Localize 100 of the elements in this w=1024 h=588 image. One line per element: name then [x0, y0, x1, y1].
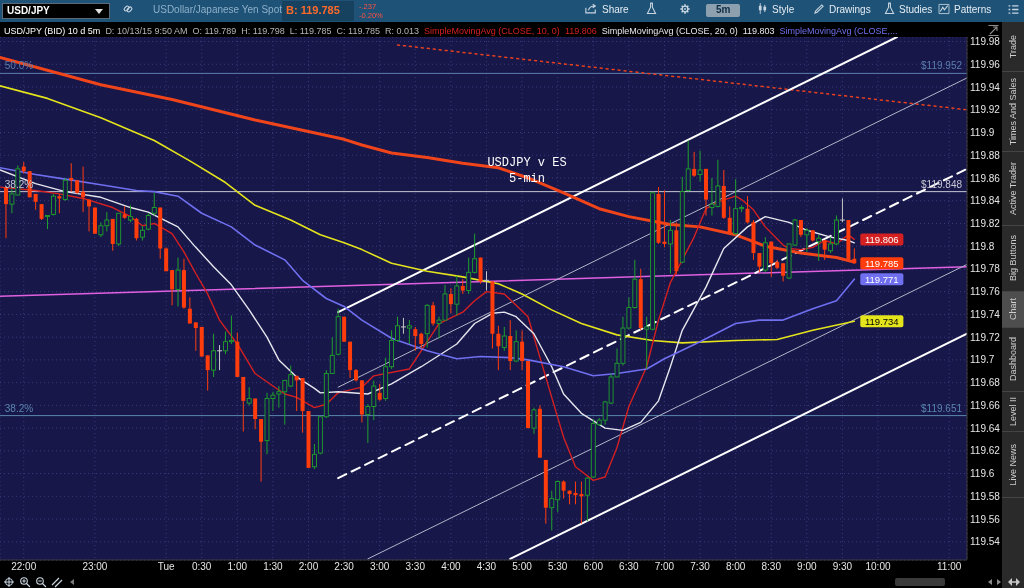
chart-title: USD/JPY (BID) 10 d 5m: [4, 25, 101, 37]
y-tick-label: 119.86: [970, 172, 1001, 184]
candlestick: [187, 296, 192, 325]
x-tick-label: 1:00: [227, 561, 248, 573]
text: C: 119.785: [336, 25, 380, 37]
y-tick-label: 119.76: [970, 286, 1001, 298]
candlestick: [483, 270, 490, 292]
annotation: 119.785: [865, 257, 899, 269]
ref-line-label: $119.952: [921, 60, 963, 72]
text: 5m: [716, 4, 731, 16]
x-tick-label: 23:00: [82, 561, 108, 573]
candlestick: [531, 407, 537, 435]
x-tick-label: 6:30: [619, 561, 640, 573]
y-tick-label: 119.78: [970, 263, 1001, 275]
text: Studies: [899, 4, 933, 16]
candlestick: [431, 301, 436, 327]
candlestick: [513, 329, 519, 363]
text: Big Buttons: [1008, 235, 1018, 282]
text: SimpleMovingAvg (CLOSE, 10, 0): [423, 25, 560, 37]
candlestick: [697, 150, 703, 182]
candlestick: [50, 193, 56, 216]
text: Dashboard: [1008, 337, 1018, 382]
y-tick-label: 119.82: [970, 218, 1001, 230]
candlestick: [134, 217, 139, 242]
y-tick-label: 119.88: [970, 149, 1001, 161]
y-tick-label: 119.6: [970, 468, 995, 480]
text: USD/JPY: [7, 5, 50, 17]
text: 119.806: [564, 25, 597, 37]
candlestick: [727, 205, 732, 236]
text: USDollar/Japanese Yen Spot: [153, 4, 282, 16]
x-tick-label: 8:30: [761, 561, 782, 573]
x-tick-label: 3:00: [369, 561, 390, 573]
text: Level II: [1008, 396, 1018, 427]
y-tick-label: 119.54: [970, 536, 1001, 548]
x-tick-label: 11:00: [937, 561, 962, 573]
text: D: 10/13/15 9:50 AM: [105, 25, 188, 37]
y-tick-label: 119.72: [970, 331, 1001, 343]
candlestick: [769, 241, 774, 278]
candlestick: [205, 354, 210, 392]
y-tick-label: 119.9: [970, 127, 995, 139]
text: L: 119.785: [289, 25, 332, 37]
x-tick-label: 7:30: [690, 561, 711, 573]
text: Share: [602, 4, 629, 16]
y-tick-label: 119.58: [970, 490, 1001, 502]
candlestick: [151, 192, 157, 216]
x-tick-label: 4:00: [441, 561, 462, 573]
candlestick: [839, 197, 846, 223]
y-tick-label: 119.62: [970, 445, 1001, 457]
candlestick: [175, 257, 181, 307]
y-tick-label: 119.56: [970, 513, 1001, 525]
y-tick-label: 119.94: [970, 81, 1001, 93]
ref-line-label: $119.651: [921, 402, 963, 414]
x-tick-label: 22:00: [11, 561, 37, 573]
y-tick-label: 119.64: [970, 422, 1001, 434]
y-tick-label: 119.7: [970, 354, 995, 366]
text: Live News: [1008, 443, 1018, 486]
candlestick: [406, 319, 412, 345]
text: B: 119.785: [286, 4, 340, 16]
x-tick-label: 6:00: [583, 561, 604, 573]
candlestick: [501, 326, 507, 352]
candlestick: [496, 325, 501, 371]
y-tick-label: 119.68: [970, 377, 1001, 389]
annotation: 119.734: [865, 315, 899, 327]
x-tick-label: 10:00: [865, 561, 891, 573]
annotation: 38.2%: [4, 402, 34, 414]
x-tick-label: 9:30: [832, 561, 853, 573]
candlestick: [241, 376, 246, 433]
x-tick-label: 0:30: [191, 561, 212, 573]
x-tick-label: 3:30: [405, 561, 426, 573]
text: R: 0.013: [384, 25, 419, 37]
y-tick-label: 119.84: [970, 195, 1001, 207]
candlestick: [62, 177, 68, 202]
text: Active Trader: [1008, 161, 1018, 216]
y-tick-label: 119.8: [970, 240, 995, 252]
candlestick: [804, 227, 810, 253]
candlestick: [259, 418, 264, 483]
text: Trade: [1008, 34, 1018, 59]
y-tick-label: 119.92: [970, 104, 1001, 116]
annotation: 119.806: [865, 233, 899, 245]
x-tick-label: Tue: [157, 561, 175, 573]
x-tick-label: 2:30: [334, 561, 355, 573]
text: Drawings: [829, 4, 871, 16]
candlestick: [413, 326, 418, 352]
candlestick: [253, 398, 258, 430]
x-tick-label: 9:00: [797, 561, 817, 573]
text: H: 119.798: [241, 25, 285, 37]
text: O: 119.789: [192, 25, 237, 37]
annotation: 119.771: [865, 273, 899, 285]
candlestick: [170, 269, 175, 306]
candlestick: [246, 386, 252, 406]
x-tick-label: 2:00: [298, 561, 319, 573]
candlestick: [685, 139, 691, 193]
y-tick-label: 119.96: [970, 58, 1001, 70]
candlestick: [667, 219, 673, 274]
candlestick: [692, 151, 697, 178]
y-tick-label: 119.74: [970, 308, 1001, 320]
candlestick: [781, 262, 786, 282]
candlestick: [478, 257, 483, 285]
x-tick-label: 8:00: [725, 561, 746, 573]
x-tick-label: 4:30: [476, 561, 497, 573]
